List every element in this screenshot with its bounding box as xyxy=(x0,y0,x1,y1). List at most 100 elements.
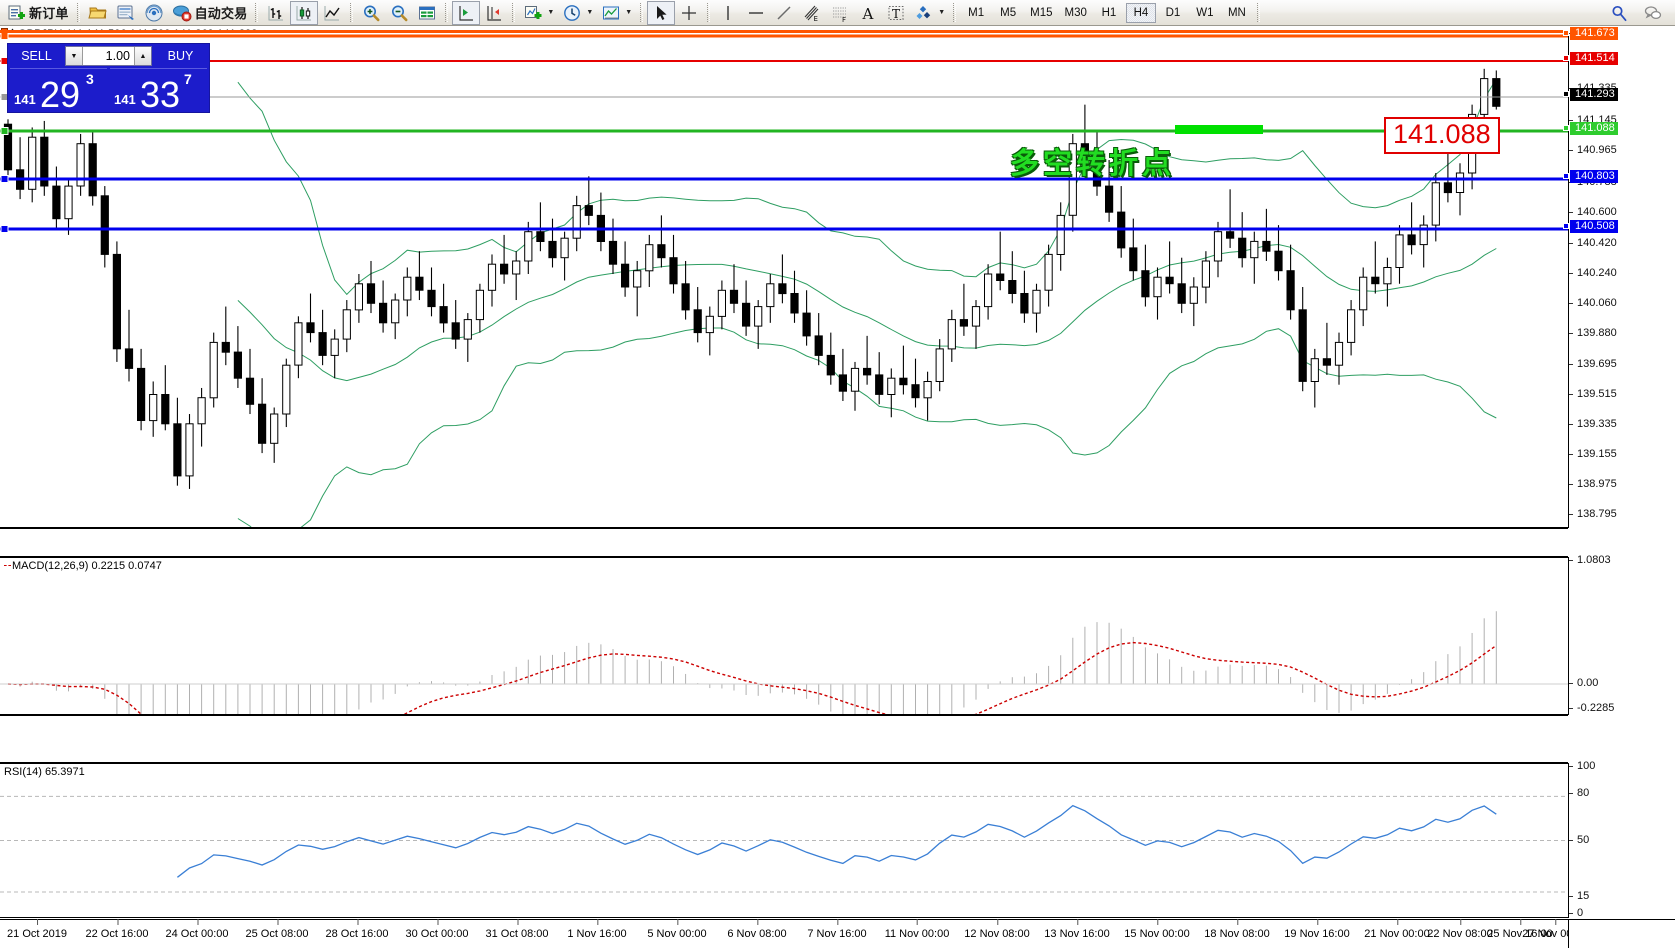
indicators-button[interactable]: ▼ xyxy=(519,1,558,25)
data-window-button[interactable] xyxy=(413,1,441,25)
time-axis-label: 22 Nov 08:00 xyxy=(1427,919,1493,940)
time-axis-label: 12 Nov 08:00 xyxy=(964,919,1030,940)
templates-icon xyxy=(601,3,621,23)
chevron-down-icon[interactable]: ▼ xyxy=(586,9,594,16)
price-tag-handle[interactable] xyxy=(1563,125,1569,131)
volume-decrement-button[interactable]: ▼ xyxy=(66,47,83,65)
vertical-line-button[interactable] xyxy=(714,1,742,25)
ask-price-tag[interactable]: 141.673 xyxy=(1563,27,1618,40)
timeframe-button-m15[interactable]: M15 xyxy=(1030,6,1053,19)
shapes-button[interactable]: ▼ xyxy=(910,1,949,25)
chat-button[interactable] xyxy=(1639,1,1667,25)
volume-increment-button[interactable]: ▲ xyxy=(134,47,151,65)
one-click-trading-panel[interactable]: SELL ▼ 1.00 ▲ BUY 141 29 3 141 33 7 xyxy=(7,43,210,113)
price-callout-box: 141.088 xyxy=(1384,117,1500,154)
price-scale-main[interactable]: 141.673141.335141.145140.965140.788140.6… xyxy=(1563,27,1675,528)
fibonacci-button[interactable]: F xyxy=(826,1,854,25)
new-order-button[interactable]: 新订单 xyxy=(2,1,73,25)
templates-button[interactable]: ▼ xyxy=(597,1,636,25)
scale-tick: 140.420 xyxy=(1569,237,1617,250)
chevron-down-icon[interactable]: ▼ xyxy=(938,9,946,16)
macd-pane[interactable] xyxy=(0,557,1568,715)
text-button[interactable]: A xyxy=(854,1,882,25)
search-button[interactable] xyxy=(1605,1,1633,25)
crosshair-button[interactable] xyxy=(675,1,703,25)
line-chart-button[interactable] xyxy=(318,1,346,25)
time-axis-label: 31 Oct 08:00 xyxy=(485,919,549,940)
bar-chart-button[interactable] xyxy=(262,1,290,25)
buy-button[interactable]: 141 33 7 xyxy=(110,68,207,113)
autotrading-label: 自动交易 xyxy=(194,6,248,21)
time-axis-label: 6 Nov 08:00 xyxy=(727,919,787,940)
zoom-in-button[interactable] xyxy=(357,1,385,25)
svg-text:E: E xyxy=(814,15,818,23)
toolbar-separator xyxy=(640,3,644,22)
auto-scroll-button[interactable] xyxy=(452,0,481,25)
timeframe-button-m30[interactable]: M30 xyxy=(1064,6,1087,19)
macd-chart-svg xyxy=(0,611,1568,714)
bid-price-tag[interactable]: 141.293 xyxy=(1563,88,1618,101)
price-tag-handle[interactable] xyxy=(1563,91,1569,97)
main-chart-pane[interactable] xyxy=(0,33,1568,528)
support-line-tag-141088[interactable]: 141.088 xyxy=(1563,122,1618,135)
metaquotes-id-button[interactable] xyxy=(140,1,168,25)
timeframe-button-h4[interactable]: H4 xyxy=(1125,2,1156,23)
buy-label[interactable]: BUY xyxy=(154,46,207,66)
sell-button[interactable]: 141 29 3 xyxy=(10,68,107,113)
sell-price-fraction: 3 xyxy=(86,71,94,87)
price-tag-value: 141.673 xyxy=(1575,27,1615,39)
rsi-pane[interactable] xyxy=(0,763,1568,918)
bar-chart-icon xyxy=(266,3,286,23)
horizontal-line-tag-140803[interactable]: 140.803 xyxy=(1563,170,1618,183)
volume-stepper[interactable]: ▼ 1.00 ▲ xyxy=(65,46,152,66)
timeframe-button-m5[interactable]: M5 xyxy=(1000,6,1017,19)
horizontal-line-tag-140508[interactable]: 140.508 xyxy=(1563,220,1618,233)
timeframe-button-m1[interactable]: M1 xyxy=(968,6,985,19)
price-tag-handle[interactable] xyxy=(1563,223,1569,229)
timeframe-button-h1[interactable]: H1 xyxy=(1101,6,1117,19)
price-scale-macd[interactable]: 1.0803 0.00 -0.2285 xyxy=(1568,554,1675,715)
charts-button[interactable] xyxy=(84,1,112,25)
time-axis-label: 21 Oct 2019 xyxy=(7,919,67,940)
main-toolbar: 新订单 xyxy=(0,0,1675,26)
scale-tick: 140.600 xyxy=(1569,206,1617,219)
signal-icon xyxy=(144,3,164,23)
terminal-button[interactable] xyxy=(112,1,140,25)
price-tag-handle[interactable] xyxy=(1563,55,1569,61)
periods-button[interactable]: ▼ xyxy=(558,1,597,25)
volume-input[interactable]: 1.00 xyxy=(83,47,134,65)
scale-tick: 15 xyxy=(1569,890,1589,903)
scale-tick: 138.975 xyxy=(1569,478,1617,491)
timeframe-button-w1[interactable]: W1 xyxy=(1196,6,1214,19)
cursor-button[interactable] xyxy=(647,0,676,25)
scale-tick: 50 xyxy=(1569,834,1589,847)
pane-separator-main-macd xyxy=(0,528,1568,557)
time-axis-corner xyxy=(1568,919,1675,948)
time-axis-label: 11 Nov 00:00 xyxy=(884,919,950,940)
horizontal-line-tag-141514[interactable]: 141.514 xyxy=(1563,52,1618,65)
chevron-down-icon[interactable]: ▼ xyxy=(547,9,555,16)
horizontal-line-icon xyxy=(746,3,766,23)
time-axis-label: 24 Oct 00:00 xyxy=(165,919,229,940)
timeframe-button-mn[interactable]: MN xyxy=(1227,6,1246,19)
trendline-button[interactable] xyxy=(770,1,798,25)
ask-line-top xyxy=(0,30,1568,33)
sell-label[interactable]: SELL xyxy=(10,46,63,66)
horizontal-line-button[interactable] xyxy=(742,1,770,25)
time-axis-label: 7 Nov 16:00 xyxy=(807,919,867,940)
toolbar-separator xyxy=(350,3,354,22)
price-tag-handle[interactable] xyxy=(1563,173,1569,179)
price-tag-handle[interactable] xyxy=(1563,30,1569,36)
autotrading-button[interactable]: 自动交易 xyxy=(168,1,252,25)
zoom-out-button[interactable] xyxy=(385,1,413,25)
price-scale-rsi[interactable]: 100 80 50 15 0 xyxy=(1568,760,1675,919)
time-axis[interactable]: 21 Oct 2019 22 Oct 16:00 24 Oct 00:00 25 Oc… xyxy=(0,919,1588,948)
text-label-button[interactable]: T xyxy=(882,1,910,25)
chart-shift-button[interactable] xyxy=(480,1,508,25)
equidistant-channel-button[interactable]: E xyxy=(798,1,826,25)
toolbar-separator xyxy=(1256,3,1260,22)
timeframe-button-d1[interactable]: D1 xyxy=(1165,6,1181,19)
chevron-down-icon[interactable]: ▼ xyxy=(625,9,633,16)
candlestick-chart-button[interactable] xyxy=(290,0,319,25)
scale-tick: -0.2285 xyxy=(1569,702,1614,715)
